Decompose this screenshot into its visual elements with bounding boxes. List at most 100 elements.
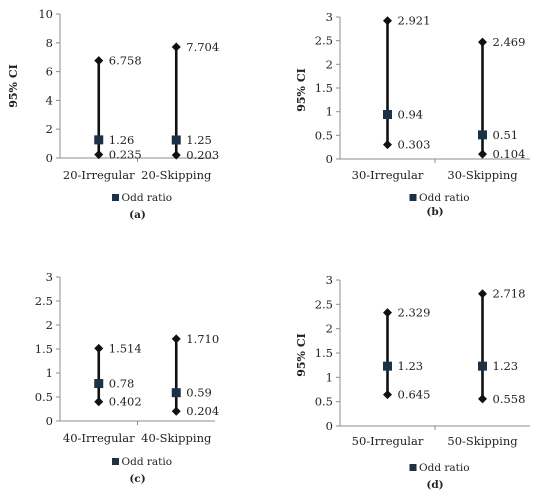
upper-bound-label: 2.469 — [493, 35, 526, 49]
upper-bound-marker — [383, 16, 392, 26]
odds-ratio-label: 1.23 — [493, 359, 519, 373]
y-tick-label: 0.5 — [35, 390, 53, 404]
chart-panel: 0 0.5 1 1.5 2 2.5 3 40-Irregular 1.514 0.78 0.402 4… — [35, 270, 219, 485]
upper-bound-marker — [171, 334, 181, 344]
x-category-label: 20-Skipping — [141, 168, 212, 182]
odds-ratio-marker — [94, 379, 104, 389]
legend-odds-ratio-swatch — [409, 464, 417, 471]
odds-ratio-label: 0.78 — [109, 377, 135, 391]
x-category-label: 40-Skipping — [141, 431, 212, 445]
x-category-label: 50-Irregular — [352, 434, 424, 448]
y-tick-label: 1.5 — [315, 81, 333, 95]
y-axis-title: 95% CI — [295, 333, 308, 377]
odds-ratio-marker — [94, 135, 104, 145]
upper-bound-label: 1.710 — [186, 332, 219, 346]
upper-bound-marker — [171, 42, 181, 52]
y-tick-label: 3 — [46, 270, 53, 284]
y-tick-label: 2 — [326, 57, 333, 71]
lower-bound-label: 0.204 — [186, 404, 219, 418]
lower-bound-label: 0.402 — [109, 395, 142, 409]
lower-bound-marker — [171, 406, 181, 416]
y-tick-label: 3 — [326, 10, 333, 24]
odds-ratio-label: 1.26 — [109, 133, 135, 147]
upper-bound-label: 2.329 — [398, 306, 431, 320]
lower-bound-marker — [478, 149, 487, 159]
y-tick-label: 1 — [326, 105, 333, 119]
y-tick-label: 6 — [46, 65, 53, 79]
odds-ratio-marker — [171, 135, 181, 145]
upper-bound-marker — [94, 56, 104, 66]
panel-caption: (d) — [426, 479, 443, 491]
upper-bound-label: 2.718 — [493, 287, 526, 301]
y-tick-label: 4 — [46, 93, 53, 107]
lower-bound-label: 0.645 — [398, 388, 431, 402]
panel-caption: (c) — [129, 473, 145, 485]
lower-bound-label: 0.303 — [398, 138, 431, 152]
y-tick-label: 2.5 — [35, 294, 53, 308]
y-tick-label: 1 — [46, 366, 53, 380]
upper-bound-label: 2.921 — [398, 14, 431, 28]
y-tick-label: 3 — [326, 273, 333, 287]
y-tick-label: 2 — [46, 122, 53, 136]
y-tick-label: 1 — [326, 370, 333, 384]
legend-label: Odd ratio — [419, 462, 470, 474]
upper-bound-marker — [478, 37, 487, 47]
odds-ratio-marker — [383, 110, 392, 120]
odds-ratio-marker — [478, 130, 487, 140]
y-tick-label: 0 — [46, 414, 53, 428]
panel-caption: (a) — [129, 209, 146, 221]
upper-bound-marker — [383, 308, 392, 318]
y-tick-label: 8 — [46, 36, 53, 50]
legend-label: Odd ratio — [122, 456, 173, 468]
y-axis-title: 95% CI — [295, 68, 308, 112]
lower-bound-label: 0.203 — [186, 148, 219, 162]
y-tick-label: 0.5 — [315, 395, 333, 409]
y-tick-label: 0.5 — [315, 128, 333, 142]
odds-ratio-label: 1.25 — [186, 133, 212, 147]
lower-bound-label: 0.558 — [493, 392, 526, 406]
odds-ratio-label: 1.23 — [398, 359, 424, 373]
lower-bound-marker — [94, 397, 104, 407]
x-category-label: 20-Irregular — [63, 168, 135, 182]
y-tick-label: 1.5 — [315, 346, 333, 360]
x-category-label: 50-Skipping — [447, 434, 518, 448]
upper-bound-label: 7.704 — [186, 40, 219, 54]
x-category-label: 30-Skipping — [447, 168, 518, 182]
y-tick-label: 0 — [46, 151, 53, 165]
y-tick-label: 2.5 — [315, 34, 333, 48]
y-tick-label: 1.5 — [35, 342, 53, 356]
odds-ratio-label: 0.59 — [186, 386, 212, 400]
legend-odds-ratio-swatch — [112, 458, 119, 465]
y-tick-label: 0 — [326, 152, 333, 166]
odds-ratio-marker — [383, 361, 392, 371]
x-category-label: 40-Irregular — [63, 431, 135, 445]
lower-bound-label: 0.235 — [109, 148, 142, 162]
lower-bound-marker — [478, 394, 487, 404]
upper-bound-marker — [94, 343, 104, 353]
chart-panel: 0 0.5 1 1.5 2 2.5 3 95% CI 50-Irregular 2.329 1.23… — [295, 273, 530, 491]
odds-ratio-label: 0.94 — [398, 108, 424, 122]
y-tick-label: 2 — [326, 322, 333, 336]
y-tick-label: 2 — [46, 318, 53, 332]
legend-label: Odd ratio — [122, 192, 173, 204]
odds-ratio-label: 0.51 — [493, 128, 519, 142]
upper-bound-marker — [478, 289, 487, 299]
y-tick-label: 10 — [38, 7, 53, 21]
legend-label: Odd ratio — [419, 192, 470, 204]
lower-bound-marker — [383, 140, 392, 150]
odds-ratio-marker — [478, 361, 487, 371]
upper-bound-label: 1.514 — [109, 341, 142, 355]
lower-bound-label: 0.104 — [493, 147, 526, 161]
panel-caption: (b) — [426, 206, 443, 218]
lower-bound-marker — [94, 150, 104, 160]
odds-ratio-marker — [171, 388, 181, 398]
y-tick-label: 2.5 — [315, 297, 333, 311]
upper-bound-label: 6.758 — [109, 54, 142, 68]
lower-bound-marker — [383, 390, 392, 400]
legend-odds-ratio-swatch — [112, 194, 119, 201]
lower-bound-marker — [171, 150, 181, 160]
chart-panel: 0 2 4 6 8 10 95% CI 20-Irregular 6.758 1.260.235 2… — [7, 7, 219, 221]
y-tick-label: 0 — [326, 419, 333, 433]
